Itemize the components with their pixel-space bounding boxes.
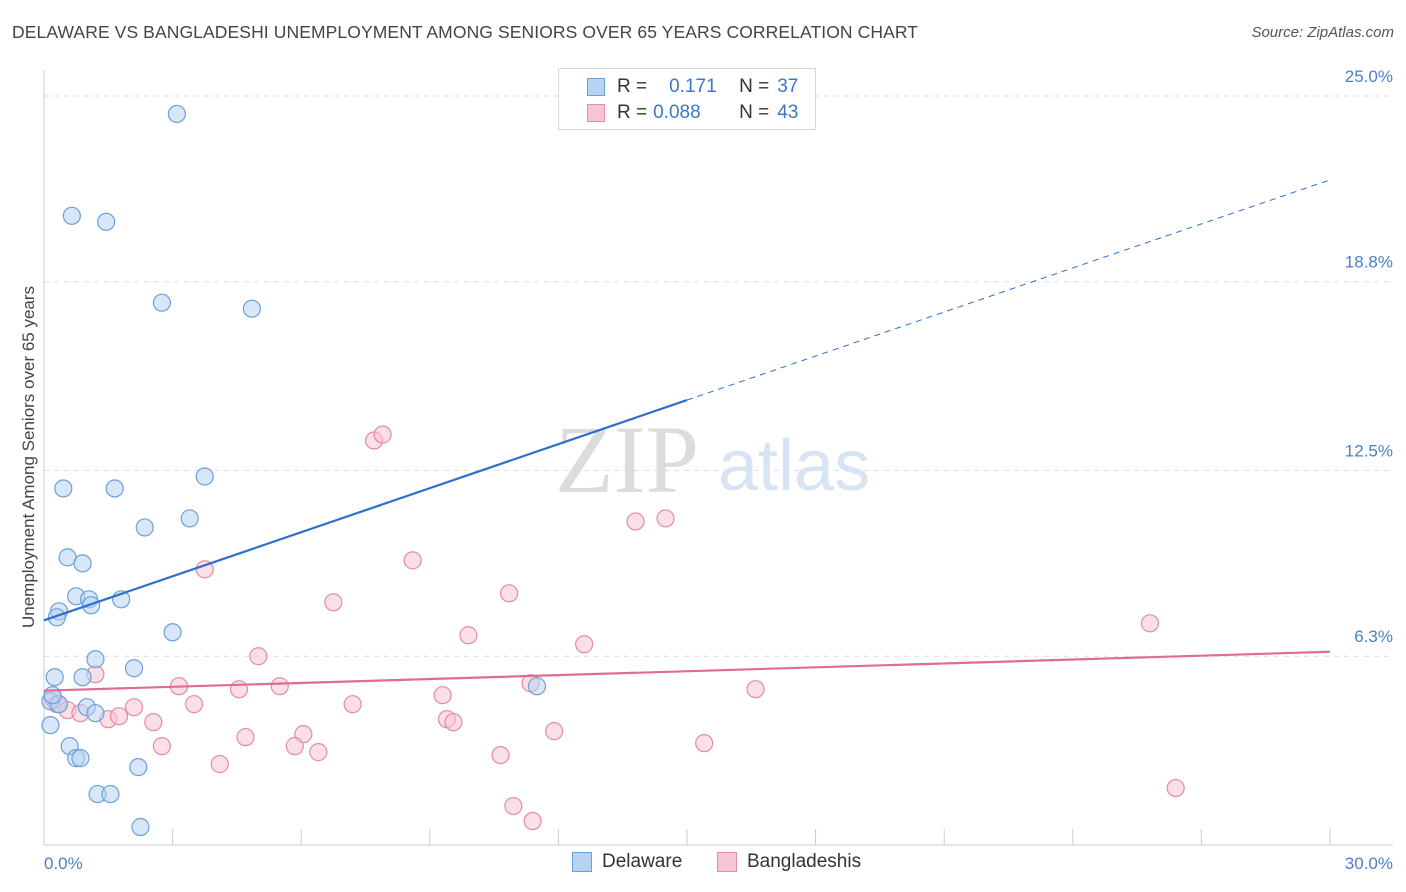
bangladeshis-point-36 bbox=[309, 743, 328, 762]
chart-title: DELAWARE VS BANGLADESHI UNEMPLOYMENT AMO… bbox=[12, 22, 919, 42]
delaware-legend-label: Delaware bbox=[602, 851, 683, 872]
legend-row-bangladeshis: R = 0.088 N = 43 bbox=[559, 100, 798, 126]
bangladeshis-point-42 bbox=[523, 811, 542, 831]
bangladeshis-point-10 bbox=[575, 635, 594, 654]
bangladeshis-swatch bbox=[587, 104, 605, 122]
delaware-r-value: 0.171 bbox=[669, 76, 717, 97]
bangladeshis-legend-swatch bbox=[717, 852, 737, 872]
delaware-point-4 bbox=[242, 299, 262, 318]
delaware-legend-swatch bbox=[572, 852, 592, 872]
delaware-point-35 bbox=[527, 677, 547, 696]
bangladeshis-point-38 bbox=[695, 734, 714, 753]
delaware-point-1 bbox=[62, 206, 81, 225]
bangladeshis-point-1 bbox=[373, 425, 392, 444]
delaware-points bbox=[41, 104, 547, 837]
delaware-point-30 bbox=[71, 749, 90, 768]
delaware-swatch bbox=[587, 78, 605, 96]
x-tick-label-min: 0.0% bbox=[44, 854, 83, 873]
bangladeshis-point-39 bbox=[210, 755, 229, 774]
bangladeshis-point-28 bbox=[144, 713, 163, 732]
bangladeshis-n-label: N = bbox=[739, 102, 770, 123]
bangladeshis-point-31 bbox=[236, 728, 255, 747]
bangladeshis-point-18 bbox=[433, 686, 452, 705]
bangladeshis-point-23 bbox=[124, 698, 144, 717]
bangladeshis-legend-label: Bangladeshis bbox=[747, 851, 862, 872]
delaware-point-11 bbox=[73, 554, 92, 573]
bangladeshis-point-37 bbox=[491, 746, 510, 765]
bangladeshis-trend-line bbox=[43, 650, 1331, 692]
legend-item-bangladeshis: Bangladeshis bbox=[717, 851, 861, 873]
bangladeshis-point-27 bbox=[109, 707, 129, 726]
bangladeshis-point-16 bbox=[229, 680, 249, 699]
source-credit: Source: ZipAtlas.com bbox=[1251, 24, 1394, 41]
bangladeshis-point-30 bbox=[444, 713, 463, 732]
delaware-point-31 bbox=[129, 758, 148, 777]
delaware-trend-line bbox=[43, 399, 688, 622]
y-axis-label: Unemployment Among Seniors over 65 years bbox=[19, 286, 38, 628]
bangladeshis-point-7 bbox=[324, 593, 343, 612]
delaware-point-0 bbox=[167, 104, 186, 124]
bangladeshis-n-value: 43 bbox=[777, 102, 799, 123]
legend-item-delaware: Delaware bbox=[572, 851, 682, 873]
y-tick-label-3: 25.0% bbox=[1345, 67, 1393, 86]
delaware-point-2 bbox=[97, 212, 116, 231]
delaware-trend-extension bbox=[686, 179, 1331, 401]
delaware-point-20 bbox=[124, 659, 144, 678]
x-tick-label-max: 30.0% bbox=[1345, 854, 1393, 873]
bangladeshis-point-40 bbox=[1166, 778, 1185, 798]
bangladeshis-point-2 bbox=[626, 512, 645, 531]
legend-row-delaware: R = 0.171 N = 37 bbox=[559, 74, 798, 100]
bangladeshis-point-15 bbox=[270, 677, 289, 696]
watermark: ZIP atlas bbox=[555, 406, 870, 513]
bangladeshis-point-11 bbox=[249, 647, 268, 666]
bangladeshis-point-4 bbox=[403, 551, 422, 570]
bangladeshis-point-5 bbox=[195, 560, 214, 579]
bangladeshis-point-6 bbox=[500, 584, 519, 603]
delaware-point-33 bbox=[101, 784, 120, 804]
delaware-point-17 bbox=[47, 608, 66, 627]
bangladeshis-point-35 bbox=[285, 737, 304, 756]
delaware-point-9 bbox=[180, 509, 199, 528]
bangladeshis-point-24 bbox=[343, 695, 362, 714]
delaware-point-18 bbox=[163, 623, 182, 642]
bangladeshis-point-41 bbox=[504, 796, 523, 816]
delaware-r-label: R = bbox=[617, 76, 648, 97]
watermark-zip: ZIP bbox=[555, 406, 699, 513]
delaware-point-8 bbox=[135, 518, 154, 537]
bangladeshis-point-3 bbox=[656, 509, 675, 528]
delaware-point-26 bbox=[86, 704, 105, 723]
bangladeshis-point-17 bbox=[746, 680, 765, 699]
bangladeshis-point-8 bbox=[1140, 614, 1160, 633]
series-legend: Delaware Bangladeshis bbox=[0, 851, 1406, 877]
delaware-point-19 bbox=[86, 650, 105, 669]
delaware-point-27 bbox=[41, 716, 60, 735]
x-axis-ticks bbox=[43, 829, 1331, 845]
grid-lines bbox=[44, 95, 1393, 657]
delaware-point-6 bbox=[54, 479, 73, 498]
delaware-n-value: 37 bbox=[777, 76, 799, 97]
delaware-point-14 bbox=[82, 596, 101, 615]
delaware-point-21 bbox=[45, 668, 64, 687]
bangladeshis-point-33 bbox=[545, 722, 564, 741]
delaware-point-5 bbox=[195, 467, 214, 486]
trend-lines bbox=[43, 179, 1331, 692]
bangladeshis-point-34 bbox=[152, 737, 171, 756]
delaware-n-label: N = bbox=[739, 76, 770, 97]
delaware-point-7 bbox=[105, 479, 124, 498]
y-tick-label-2: 18.8% bbox=[1345, 253, 1393, 272]
delaware-point-3 bbox=[152, 293, 171, 312]
bangladeshis-r-label: R = bbox=[617, 102, 648, 123]
delaware-point-22 bbox=[73, 668, 92, 687]
y-tick-label-1: 12.5% bbox=[1345, 441, 1393, 460]
y-tick-label-0: 6.3% bbox=[1354, 627, 1393, 646]
correlation-legend: R = 0.171 N = 37 R = 0.088 N = 43 bbox=[558, 68, 816, 130]
bangladeshis-point-25 bbox=[184, 695, 204, 714]
bangladeshis-point-9 bbox=[459, 626, 478, 645]
bangladeshis-r-value: 0.088 bbox=[653, 102, 701, 123]
watermark-atlas: atlas bbox=[718, 426, 870, 506]
y-axis-labels: 6.3% 12.5% 18.8% 25.0% bbox=[1345, 67, 1393, 646]
delaware-point-34 bbox=[131, 817, 150, 837]
